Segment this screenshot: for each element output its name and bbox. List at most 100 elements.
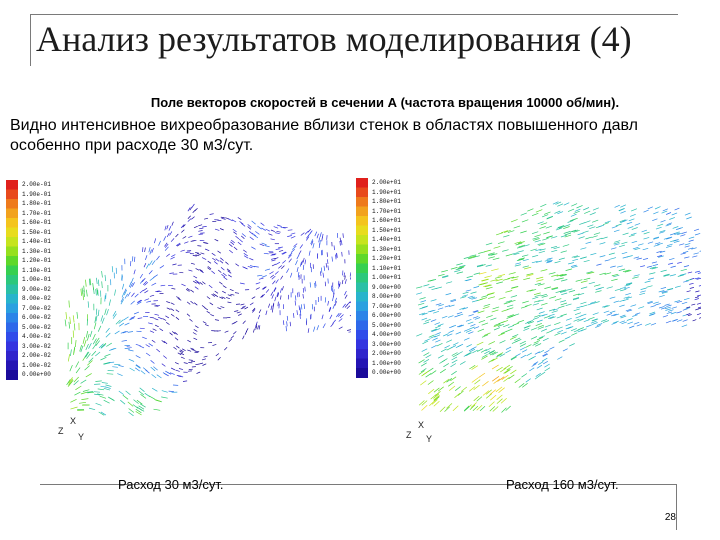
velocity-vector: [327, 300, 329, 306]
velocity-vector: [525, 344, 532, 348]
velocity-vector: [231, 322, 236, 325]
velocity-vector: [142, 336, 147, 340]
velocity-vector: [662, 315, 669, 318]
velocity-vector: [233, 246, 238, 251]
velocity-vector: [186, 288, 191, 291]
velocity-vector: [211, 293, 216, 297]
velocity-vector: [686, 306, 691, 309]
velocity-vector: [100, 343, 107, 348]
velocity-vector: [443, 363, 449, 368]
velocity-vector: [139, 273, 143, 279]
velocity-vector: [473, 326, 480, 329]
colorbar-segment: [6, 256, 18, 266]
velocity-vector: [121, 283, 125, 290]
colorbar-segment: [356, 235, 368, 245]
velocity-vector: [242, 335, 245, 340]
velocity-vector: [624, 270, 632, 273]
velocity-vector: [510, 278, 518, 282]
velocity-vector: [166, 301, 171, 304]
velocity-vector: [66, 379, 71, 386]
velocity-vector: [507, 314, 514, 318]
velocity-vector: [423, 358, 430, 363]
velocity-vector: [108, 361, 115, 364]
legend-label: 1.00e-02: [22, 361, 51, 369]
velocity-vector: [625, 292, 631, 296]
velocity-vector: [241, 223, 246, 227]
velocity-vector: [478, 271, 487, 275]
velocity-vector: [421, 317, 428, 321]
velocity-vector: [198, 224, 203, 227]
velocity-vector: [613, 274, 620, 278]
velocity-vector: [296, 310, 298, 315]
velocity-vector: [498, 332, 505, 337]
velocity-vector: [478, 251, 485, 254]
velocity-vector: [583, 319, 590, 323]
velocity-vector: [490, 317, 497, 321]
velocity-vector: [67, 354, 70, 362]
velocity-vector: [420, 380, 427, 386]
velocity-vector: [496, 398, 503, 404]
velocity-vector: [255, 231, 260, 235]
velocity-vector: [564, 232, 572, 236]
velocity-vector: [257, 314, 261, 320]
velocity-vector: [114, 330, 120, 335]
velocity-vector: [276, 230, 281, 233]
velocity-vector: [481, 381, 489, 387]
velocity-vector: [569, 218, 577, 222]
velocity-vector: [481, 322, 489, 326]
velocity-vector: [536, 276, 544, 280]
velocity-vector: [654, 206, 661, 210]
velocity-vector: [270, 291, 274, 296]
velocity-vector: [532, 342, 539, 346]
velocity-vector: [133, 269, 136, 275]
velocity-vector: [548, 272, 556, 275]
velocity-vector: [669, 217, 676, 220]
velocity-vector: [648, 313, 655, 317]
velocity-vector: [479, 282, 488, 285]
velocity-vector: [135, 343, 141, 347]
velocity-vector: [253, 234, 259, 239]
velocity-vector: [253, 328, 255, 333]
velocity-vector: [529, 367, 535, 372]
velocity-vector: [675, 285, 681, 288]
slide-subtitle: Поле векторов скоростей в сечении А (час…: [150, 95, 620, 110]
velocity-vector: [639, 292, 646, 296]
velocity-vector: [565, 323, 572, 327]
colorbar-segment: [6, 227, 18, 238]
velocity-vector: [192, 255, 197, 257]
velocity-vector: [657, 223, 664, 227]
velocity-vector: [526, 274, 534, 277]
velocity-vector: [450, 299, 457, 303]
velocity-vector: [524, 266, 532, 270]
velocity-vector: [655, 303, 661, 306]
velocity-vector: [601, 319, 608, 322]
velocity-vector: [271, 253, 277, 255]
velocity-vector: [551, 236, 558, 239]
colorbar-segment: [356, 273, 368, 283]
velocity-vector: [527, 321, 535, 325]
velocity-vector: [195, 363, 200, 366]
velocity-vector: [201, 257, 207, 260]
velocity-vector: [631, 227, 638, 230]
velocity-vector: [103, 362, 110, 365]
velocity-vector: [176, 375, 182, 377]
velocity-vector: [543, 211, 551, 215]
velocity-vector: [465, 289, 472, 292]
velocity-vector: [556, 315, 563, 319]
velocity-vector: [463, 256, 471, 259]
velocity-vector: [533, 292, 541, 296]
velocity-vector: [481, 278, 489, 282]
velocity-vector: [164, 243, 169, 248]
legend-label: 2.00e+00: [372, 350, 401, 357]
velocity-vector: [156, 290, 162, 293]
velocity-vector: [231, 219, 237, 223]
velocity-vector: [505, 349, 511, 354]
velocity-vector: [176, 296, 181, 299]
velocity-vector: [138, 390, 145, 396]
velocity-vector: [564, 234, 572, 238]
velocity-vector: [503, 377, 510, 382]
velocity-vector: [92, 333, 96, 341]
velocity-vector: [243, 253, 248, 257]
velocity-vector: [92, 343, 97, 350]
velocity-vector: [88, 342, 92, 349]
